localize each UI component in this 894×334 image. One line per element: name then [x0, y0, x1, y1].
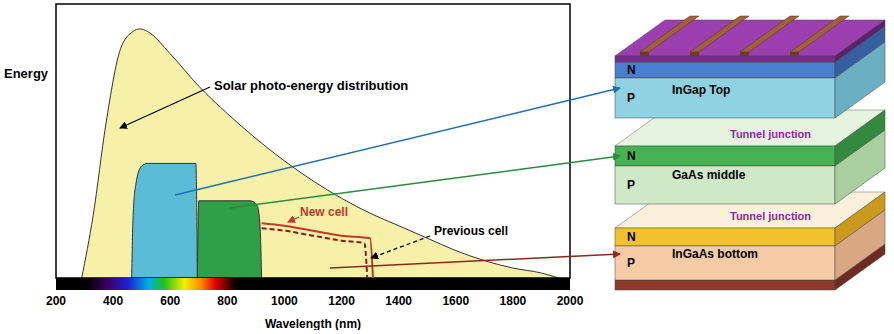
svg-text:P: P: [627, 256, 635, 270]
svg-text:600: 600: [160, 294, 180, 308]
svg-text:1600: 1600: [442, 294, 469, 308]
svg-text:New cell: New cell: [300, 205, 348, 219]
svg-text:1000: 1000: [271, 294, 298, 308]
svg-text:P: P: [627, 178, 635, 192]
svg-text:2000: 2000: [557, 294, 584, 308]
svg-text:InGap Top: InGap Top: [672, 83, 730, 97]
svg-text:1800: 1800: [500, 294, 527, 308]
svg-text:InGaAs bottom: InGaAs bottom: [672, 247, 758, 261]
svg-text:GaAs middle: GaAs middle: [672, 168, 746, 182]
svg-text:200: 200: [46, 294, 66, 308]
svg-text:Previous cell: Previous cell: [434, 224, 508, 238]
svg-text:400: 400: [103, 294, 123, 308]
svg-text:1400: 1400: [385, 294, 412, 308]
svg-text:1200: 1200: [328, 294, 355, 308]
svg-text:P: P: [627, 91, 635, 105]
svg-text:Solar photo-energy distributio: Solar photo-energy distribution: [214, 78, 408, 93]
svg-text:N: N: [627, 230, 636, 244]
svg-text:800: 800: [217, 294, 237, 308]
html-text:Energy: Energy: [4, 66, 49, 81]
svg-text:Tunnel junction: Tunnel junction: [730, 128, 811, 140]
svg-text:Tunnel junction: Tunnel junction: [730, 210, 811, 222]
svg-text:N: N: [627, 149, 636, 163]
svg-text:Wavelength (nm): Wavelength (nm): [265, 317, 361, 330]
svg-text:N: N: [627, 63, 636, 77]
